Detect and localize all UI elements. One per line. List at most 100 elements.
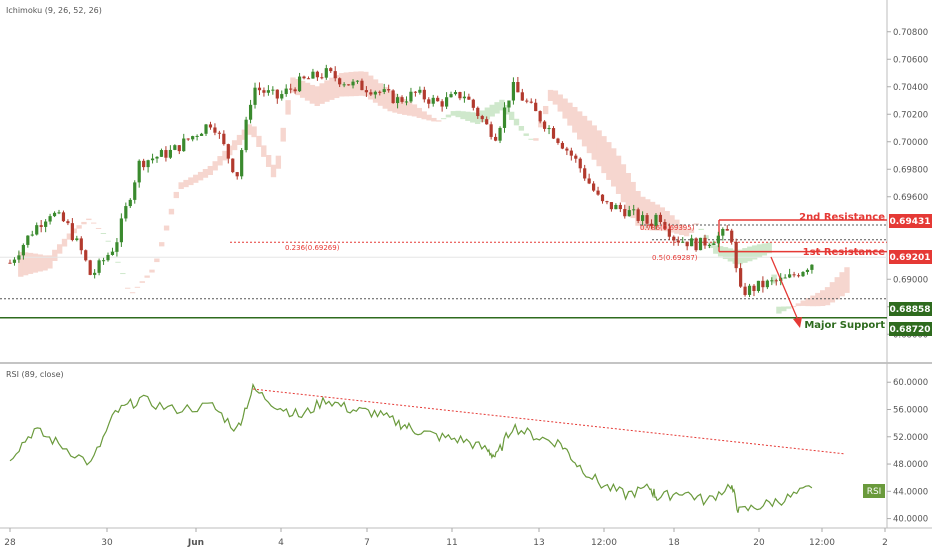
x-tick-label: 11 <box>446 538 457 548</box>
candle-body <box>747 285 752 295</box>
candle-body <box>730 230 734 242</box>
candle-body <box>137 160 141 183</box>
cloud-segment <box>397 96 403 114</box>
cloud-segment <box>625 173 631 211</box>
cloud-segment <box>265 155 272 167</box>
candle-body <box>271 89 275 91</box>
fib-0786-label: 0.786(0.69395) <box>640 224 695 232</box>
cloud-segment <box>66 233 73 240</box>
candle-body <box>213 127 217 133</box>
candle-body <box>369 92 373 95</box>
candle-body <box>306 78 311 80</box>
cloud-segment <box>416 107 422 118</box>
candle-body <box>511 82 516 101</box>
cloud-segment <box>168 208 175 215</box>
cloud-segment <box>513 118 520 126</box>
rsi-series-line <box>9 382 813 513</box>
cloud-segment <box>542 105 549 115</box>
candle-body <box>351 81 355 86</box>
cloud-segment <box>348 71 354 97</box>
cloud-segment <box>538 122 544 128</box>
candle-body <box>199 133 204 136</box>
cloud-segment <box>110 251 116 253</box>
rsi-y-tick-label: 48.0000 <box>893 460 928 470</box>
cloud-segment <box>129 292 136 294</box>
cloud-segment <box>304 82 311 101</box>
cloud-segment <box>489 104 495 117</box>
cloud-segment <box>207 165 213 175</box>
cloud-segment <box>32 253 39 273</box>
cloud-segment <box>795 303 802 307</box>
candle-body <box>8 262 12 264</box>
cloud-segment <box>824 287 831 306</box>
candle-body <box>297 76 302 92</box>
candle-body <box>596 190 600 195</box>
candle-body <box>489 124 493 137</box>
x-tick-label: 18 <box>668 538 680 548</box>
cloud-segment <box>440 118 447 120</box>
candle-body <box>444 97 449 107</box>
candle-body <box>26 235 30 245</box>
candle-body <box>427 99 431 104</box>
cloud-segment <box>683 228 690 237</box>
cloud-segment <box>382 87 388 109</box>
candle-body <box>712 243 716 245</box>
cloud-segment <box>528 138 534 140</box>
cloud-segment <box>460 111 466 120</box>
candle-body <box>262 90 266 93</box>
candle-body <box>302 76 306 79</box>
rsi-trendline <box>252 388 845 455</box>
candle-body <box>792 274 796 276</box>
candle-body <box>676 240 680 243</box>
candle-body <box>516 82 520 93</box>
candle-body <box>97 260 101 273</box>
cloud-segment <box>431 117 437 122</box>
cloud-segment <box>134 286 141 288</box>
cloud-segment <box>95 227 102 229</box>
candle-body <box>222 133 226 145</box>
cloud-segment <box>445 114 452 118</box>
cloud-segment <box>368 75 374 100</box>
fib-05-label: 0.5(0.69287) <box>652 254 698 262</box>
cloud-segment <box>163 225 170 231</box>
rsi-line <box>9 382 845 513</box>
cloud-segment <box>829 282 836 303</box>
candle-body <box>333 71 337 79</box>
cloud-segment <box>800 300 806 306</box>
cloud-segment <box>295 79 301 96</box>
candle-body <box>93 272 97 275</box>
x-tick-label: 20 <box>753 538 765 548</box>
candle-body <box>654 214 658 227</box>
cloud-segment <box>596 130 602 167</box>
candle-body <box>547 128 551 130</box>
candle-body <box>658 214 663 223</box>
cloud-segment <box>212 161 218 171</box>
cloud-segment <box>105 240 111 242</box>
cloud-segment <box>329 77 335 100</box>
candle-body <box>346 84 351 86</box>
price-tag: 0.68858 <box>889 302 932 316</box>
cloud-segment <box>353 71 359 97</box>
candle-body <box>173 145 177 150</box>
cloud-segment <box>149 269 155 273</box>
candle-body <box>551 128 556 139</box>
cloud-segment <box>611 148 617 187</box>
cloud-segment <box>844 267 850 293</box>
candle-body <box>226 144 230 159</box>
x-tick-label: 12:00 <box>809 538 835 548</box>
y-ticks: 0.70800 0.70600 0.70400 0.70200 0.70000 0.698… <box>887 28 928 525</box>
indicator-label: Ichimoku (9, 26, 52, 26) <box>6 6 102 15</box>
candle-body <box>75 238 79 241</box>
candle-body <box>355 80 360 82</box>
candle-body <box>583 168 587 179</box>
candle-body <box>543 121 547 129</box>
x-tick-label: 12:00 <box>591 538 617 548</box>
cloud-segment <box>790 306 797 308</box>
cloud-segment <box>115 261 121 263</box>
price-tag-bg <box>889 302 932 316</box>
cloud-segment <box>620 164 627 203</box>
candle-body <box>44 221 48 227</box>
cloud-segment <box>411 104 418 117</box>
candle-body <box>289 88 293 90</box>
price-tag-text: 0.69431 <box>890 217 931 227</box>
